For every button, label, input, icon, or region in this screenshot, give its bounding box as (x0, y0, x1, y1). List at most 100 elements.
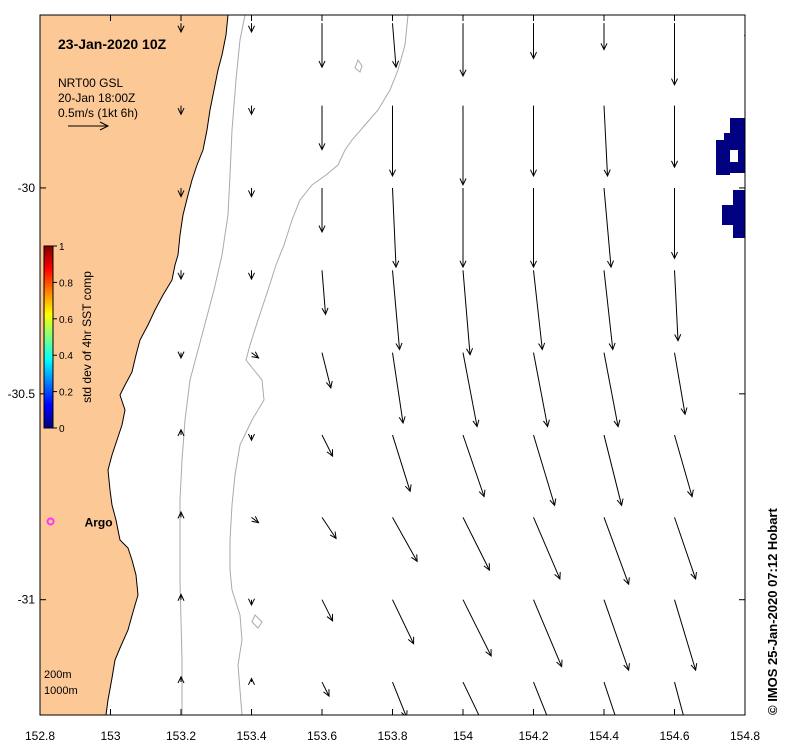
current-arrow (674, 517, 697, 581)
current-arrow (392, 270, 403, 351)
current-arrow (603, 681, 616, 715)
current-arrow (462, 599, 492, 658)
current-arrow (459, 23, 467, 78)
scale-arrow (68, 121, 110, 131)
x-tick-label: 154.4 (589, 729, 619, 743)
current-arrow (603, 517, 630, 586)
x-tick-label: 153.2 (166, 729, 196, 743)
current-arrow (392, 681, 408, 715)
x-tick-label: 154.6 (659, 729, 689, 743)
y-tick-label: -30 (18, 181, 36, 195)
current-arrow (462, 352, 480, 428)
x-tick-label: 153 (100, 729, 120, 743)
current-arrow (177, 675, 185, 684)
current-arrow (674, 352, 688, 416)
current-arrow (671, 23, 678, 86)
current-arrow (389, 105, 396, 178)
current-arrow (392, 599, 415, 645)
x-tick-label: 153.4 (236, 729, 266, 743)
current-arrow (392, 187, 400, 269)
isobath-legend-200m: 200m (44, 669, 72, 681)
x-tick-label: 154.2 (518, 729, 548, 743)
x-tick-label: 154 (453, 729, 473, 743)
isobath-legend-1000m: 1000m (44, 685, 78, 697)
current-arrow (251, 516, 260, 524)
current-arrow (392, 352, 406, 425)
colorbar-tick: 0.2 (59, 388, 73, 399)
current-arrow (318, 23, 326, 69)
current-arrow (177, 23, 185, 34)
current-arrow (533, 270, 546, 351)
colorbar-tick: 0.6 (59, 315, 73, 326)
current-arrow (674, 599, 698, 672)
current-arrow (177, 187, 185, 198)
colorbar-tick: 0 (59, 424, 65, 435)
current-arrow (533, 517, 561, 581)
current-arrow (251, 351, 260, 359)
x-tick-label: 153.8 (377, 729, 407, 743)
current-arrow (248, 677, 255, 686)
x-tick-label: 154.8 (730, 729, 760, 743)
current-arrow (392, 23, 400, 69)
current-arrow (248, 187, 255, 198)
colorbar-gradient (43, 245, 54, 429)
current-arrow (321, 434, 334, 458)
current-arrow (177, 593, 185, 601)
product-name: NRT00 GSL (58, 76, 123, 90)
current-arrow (248, 23, 255, 34)
colorbar-label: std dev of 4hr SST comp (80, 271, 94, 403)
current-arrow (177, 270, 185, 281)
current-arrow (533, 599, 563, 668)
product-time: 20-Jan 18:00Z (58, 91, 135, 105)
x-tick-label: 153.6 (307, 729, 337, 743)
x-tick-label: 152.8 (25, 729, 55, 743)
argo-label: Argo (85, 515, 113, 529)
colorbar-tick: 0.8 (59, 278, 73, 289)
current-arrow (462, 681, 480, 715)
current-arrow (533, 681, 548, 715)
isobath-1000m-seamount (251, 614, 263, 629)
isobath-1000m-seamount (354, 58, 363, 73)
current-arrow (318, 187, 326, 234)
current-arrow (533, 434, 557, 507)
isobath-1000m (229, 15, 409, 715)
scale-label: 0.5m/s (1kt 6h) (58, 106, 138, 120)
current-arrow (462, 517, 490, 572)
current-arrow (603, 270, 616, 351)
current-arrow (603, 434, 624, 507)
current-arrow (177, 510, 185, 519)
current-arrow (674, 434, 694, 498)
current-arrow (671, 105, 678, 169)
axis-ticks: 152.8 153 153.2 153.4 153.6 153.8 154 154.2 154.… (8, 15, 760, 743)
map-title: 23-Jan-2020 10Z (58, 36, 167, 52)
current-arrow (248, 105, 255, 116)
current-arrow (321, 352, 333, 389)
current-arrow (321, 517, 337, 540)
y-tick-label: -31 (18, 593, 36, 607)
current-arrow (318, 105, 326, 151)
current-arrow (321, 599, 334, 622)
current-arrow (321, 681, 330, 698)
current-arrow (674, 681, 684, 715)
current-arrow (674, 270, 682, 342)
current-arrow (459, 187, 467, 269)
current-arrow (248, 598, 255, 607)
current-arrow (462, 270, 474, 356)
current-arrow (603, 599, 630, 672)
colorbar: 1 0.8 0.6 0.4 0.2 0 std dev of 4hr SST comp (43, 242, 94, 435)
argo-float-marker[interactable] (46, 517, 55, 526)
y-tick-label: -30.5 (8, 387, 36, 401)
current-arrow (177, 105, 185, 116)
colorbar-tick: 1 (59, 242, 65, 253)
current-arrow (533, 352, 550, 428)
current-arrow (392, 434, 412, 493)
current-arrow (177, 351, 185, 360)
imos-credit: © IMOS 25-Jan-2020 07:12 Hobart (765, 508, 780, 715)
current-arrow (671, 187, 678, 260)
current-arrow (600, 23, 608, 51)
current-arrow (603, 352, 621, 428)
current-arrow (530, 187, 537, 269)
current-arrow (248, 270, 255, 281)
current-arrow (530, 105, 537, 178)
